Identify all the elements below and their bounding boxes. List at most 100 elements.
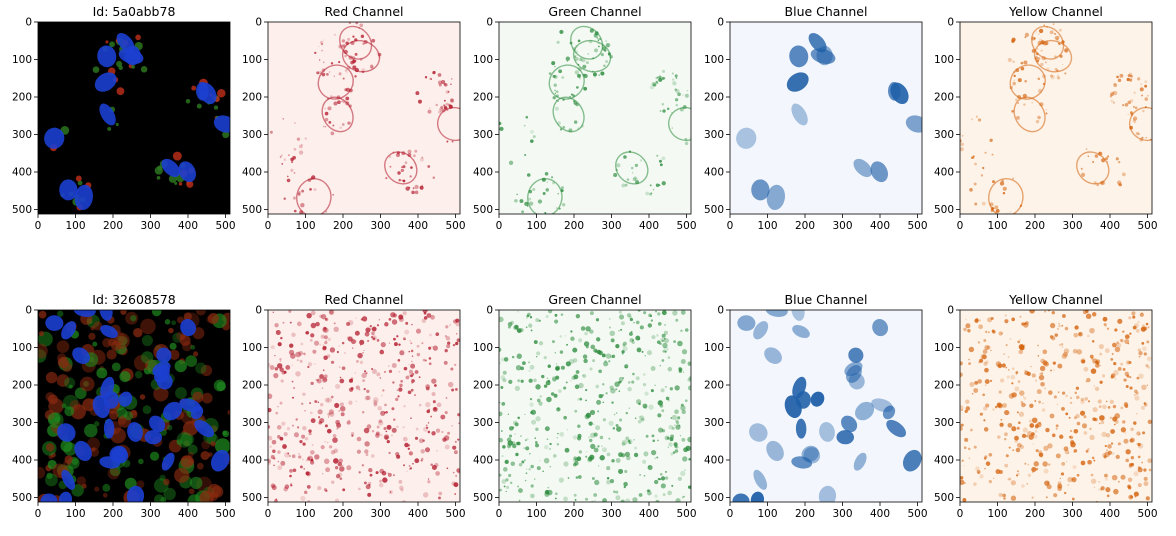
nucleus: [161, 452, 175, 471]
y-tick-label: 300: [934, 417, 954, 429]
x-tick-label: 500: [1137, 508, 1157, 520]
x-tick-label: 200: [795, 220, 815, 232]
x-tick-label: 400: [1100, 220, 1120, 232]
nucleus: [871, 398, 894, 413]
y-tick-label: 500: [12, 204, 32, 216]
x-tick-label: 500: [676, 508, 696, 520]
x-tick-label: 300: [832, 508, 852, 520]
nucleus: [57, 423, 76, 442]
axes-frame: [498, 309, 692, 503]
x-tick-label: 0: [265, 508, 272, 520]
panel-title: Red Channel: [324, 4, 403, 19]
panel-title: Yellow Channel: [1008, 292, 1103, 307]
y-tick-label: 200: [934, 380, 954, 392]
y-tick-label: 500: [704, 492, 724, 504]
panel-1-4: Yellow Channel 0 0 100 100 200 200 300 300 400 400…: [934, 292, 1158, 520]
cell-outline: [317, 64, 354, 100]
panel-title: Green Channel: [548, 4, 641, 19]
y-tick-label: 400: [12, 167, 32, 179]
nucleus: [791, 456, 813, 469]
y-tick-label: 300: [473, 417, 493, 429]
y-tick-label: 200: [704, 380, 724, 392]
nucleus: [795, 418, 807, 439]
nucleus: [750, 491, 765, 502]
x-tick-label: 300: [140, 220, 160, 232]
panel-1-3: Blue Channel 0 0 100 100 200 200 300 300 400 400 50…: [704, 292, 928, 520]
x-tick-label: 100: [987, 220, 1007, 232]
y-tick-label: 0: [947, 305, 954, 317]
panel-title: Id: 5a0abb78: [93, 4, 176, 19]
nucleus: [59, 179, 78, 201]
cell-outline: [1033, 39, 1073, 73]
cell-outline: [1128, 106, 1152, 142]
y-tick-label: 400: [242, 167, 262, 179]
nucleus: [40, 493, 58, 502]
y-tick-label: 100: [12, 342, 32, 354]
cell-outline: [615, 151, 649, 185]
nucleus: [194, 419, 215, 438]
x-tick-label: 500: [445, 508, 465, 520]
x-tick-label: 100: [295, 220, 315, 232]
nucleus: [61, 321, 77, 340]
x-tick-label: 400: [639, 508, 659, 520]
nucleus: [61, 469, 76, 490]
axes-frame: [267, 21, 461, 215]
x-tick-label: 400: [870, 508, 890, 520]
nucleus: [855, 401, 875, 421]
axes-frame: [959, 309, 1153, 503]
y-tick-label: 400: [12, 455, 32, 467]
y-tick-label: 200: [12, 92, 32, 104]
panel-0-1: Red Channel 0 0 100 100 200 200 300 300 400 400 500…: [242, 4, 466, 232]
y-tick-label: 0: [255, 17, 262, 29]
x-tick-label: 400: [639, 220, 659, 232]
y-tick-label: 0: [947, 17, 954, 29]
y-tick-label: 0: [717, 305, 724, 317]
cell-outline: [1076, 151, 1110, 185]
nucleus: [791, 103, 808, 126]
nucleus: [848, 347, 864, 363]
nucleus: [213, 115, 230, 133]
y-tick-label: 200: [473, 92, 493, 104]
nucleus: [179, 398, 202, 413]
cell-outline: [341, 39, 381, 73]
nucleus: [161, 158, 181, 178]
y-tick-label: 500: [242, 492, 262, 504]
x-tick-label: 400: [408, 508, 428, 520]
panel-title: Red Channel: [324, 292, 403, 307]
nucleus: [99, 103, 116, 126]
nucleus: [786, 72, 809, 92]
axes-frame: [729, 309, 923, 503]
nucleus: [100, 376, 115, 399]
x-tick-label: 500: [907, 508, 927, 520]
nucleus: [882, 405, 896, 420]
x-tick-label: 0: [35, 220, 42, 232]
nucleus: [870, 161, 888, 183]
nucleus: [180, 319, 197, 337]
nucleus: [94, 72, 117, 92]
x-tick-label: 500: [676, 220, 696, 232]
nucleus: [890, 82, 909, 105]
nucleus: [792, 325, 810, 339]
x-tick-label: 0: [957, 508, 964, 520]
nucleus: [902, 449, 922, 472]
nucleus: [100, 325, 118, 339]
y-tick-label: 100: [934, 342, 954, 354]
x-tick-label: 0: [496, 220, 503, 232]
panel-1-2: Green Channel 0 0 100 100 200 200 300 300 400 400 5…: [473, 292, 697, 520]
y-tick-label: 0: [486, 305, 493, 317]
nucleus: [74, 184, 94, 211]
x-tick-label: 200: [1025, 508, 1045, 520]
nucleus: [127, 422, 143, 442]
y-tick-label: 400: [934, 455, 954, 467]
nucleus: [97, 45, 117, 68]
x-tick-label: 100: [757, 220, 777, 232]
nucleus: [118, 391, 133, 407]
y-tick-label: 200: [934, 92, 954, 104]
y-tick-label: 500: [704, 204, 724, 216]
cell-outline: [1009, 64, 1046, 100]
y-tick-label: 100: [473, 342, 493, 354]
y-tick-label: 300: [242, 417, 262, 429]
nucleus: [74, 440, 92, 462]
cell-outline: [667, 106, 691, 142]
nucleus: [753, 321, 769, 340]
